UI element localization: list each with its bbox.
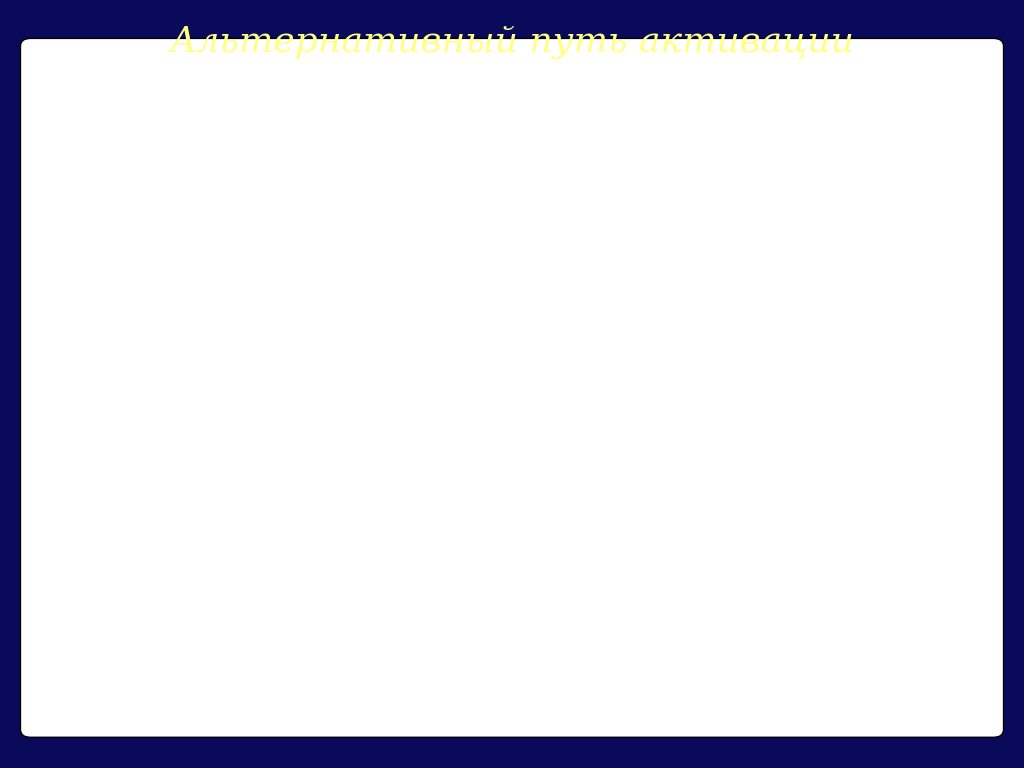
- Text: С5b: С5b: [665, 547, 702, 565]
- Text: ЛМК: ЛМК: [814, 504, 888, 532]
- Wedge shape: [291, 240, 316, 292]
- Text: +: +: [726, 210, 744, 230]
- FancyBboxPatch shape: [735, 238, 775, 293]
- Text: Пропердин: Пропердин: [737, 171, 844, 190]
- Text: Альтернативный путь активации: Альтернативный путь активации: [170, 25, 854, 59]
- Text: +: +: [303, 504, 322, 524]
- FancyBboxPatch shape: [618, 500, 749, 536]
- Circle shape: [764, 241, 813, 290]
- FancyBboxPatch shape: [652, 584, 715, 617]
- Text: С3b: С3b: [336, 567, 372, 584]
- Circle shape: [165, 236, 225, 296]
- Text: С3: С3: [182, 567, 208, 584]
- FancyBboxPatch shape: [618, 407, 749, 443]
- Text: +: +: [675, 563, 692, 583]
- Text: С3а: С3а: [271, 319, 309, 337]
- Text: С5а: С5а: [665, 627, 702, 645]
- Ellipse shape: [322, 488, 359, 540]
- FancyBboxPatch shape: [562, 237, 602, 294]
- Ellipse shape: [351, 237, 394, 295]
- Text: С3b: С3b: [353, 319, 392, 337]
- FancyBboxPatch shape: [458, 236, 500, 296]
- Text: Фактор В: Фактор В: [453, 174, 542, 192]
- Text: С3b: С3b: [460, 319, 498, 337]
- FancyBboxPatch shape: [430, 489, 465, 538]
- Wedge shape: [281, 493, 302, 535]
- Text: С3: С3: [182, 319, 208, 337]
- Text: С5: С5: [671, 453, 696, 472]
- Text: С3bВb3В: С3bВb3В: [439, 567, 523, 584]
- Circle shape: [589, 240, 640, 291]
- Text: Фактор D: Фактор D: [587, 174, 677, 192]
- Circle shape: [499, 199, 543, 243]
- Circle shape: [169, 488, 221, 540]
- Circle shape: [493, 494, 534, 535]
- FancyBboxPatch shape: [465, 489, 500, 538]
- Text: С3конвертаза: С3конвертаза: [715, 345, 827, 359]
- Text: С3а: С3а: [246, 567, 281, 584]
- Text: С3бВb: С3бВb: [740, 319, 801, 337]
- Wedge shape: [566, 301, 582, 333]
- Text: +: +: [323, 253, 343, 277]
